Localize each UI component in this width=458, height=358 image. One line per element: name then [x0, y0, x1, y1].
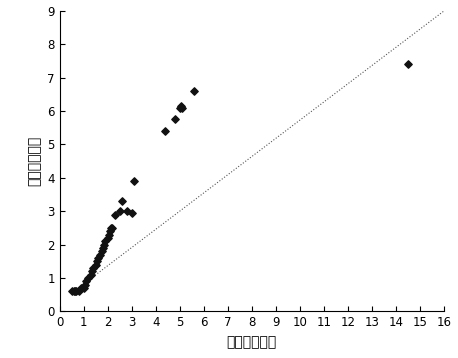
- Point: [99, 245, 106, 251]
- Point: [82, 279, 90, 284]
- Point: [106, 228, 114, 234]
- Y-axis label: 感官评价分値: 感官评价分値: [27, 136, 42, 186]
- Point: [81, 282, 88, 287]
- Point: [77, 285, 85, 291]
- Point: [111, 212, 119, 217]
- Point: [97, 252, 104, 257]
- Point: [176, 105, 183, 111]
- Point: [75, 289, 82, 294]
- Point: [92, 262, 99, 267]
- Point: [191, 88, 198, 94]
- Point: [102, 238, 109, 244]
- Point: [128, 210, 135, 216]
- Point: [108, 225, 115, 231]
- X-axis label: 烟气苦味指数: 烟气苦味指数: [227, 335, 277, 349]
- Point: [118, 198, 125, 204]
- Point: [171, 116, 179, 122]
- Point: [71, 289, 79, 294]
- Point: [80, 285, 87, 291]
- Point: [104, 235, 111, 241]
- Point: [87, 272, 94, 277]
- Point: [131, 178, 138, 184]
- Point: [404, 61, 412, 67]
- Point: [73, 289, 80, 294]
- Point: [105, 232, 113, 237]
- Point: [93, 258, 100, 264]
- Point: [100, 242, 108, 247]
- Point: [123, 208, 131, 214]
- Point: [179, 105, 186, 111]
- Point: [94, 255, 102, 261]
- Point: [89, 265, 97, 271]
- Point: [116, 208, 123, 214]
- Point: [68, 289, 75, 294]
- Point: [88, 268, 96, 274]
- Point: [177, 103, 185, 109]
- Point: [98, 248, 105, 254]
- Point: [109, 225, 116, 231]
- Point: [85, 275, 92, 281]
- Point: [162, 128, 169, 134]
- Point: [70, 289, 77, 294]
